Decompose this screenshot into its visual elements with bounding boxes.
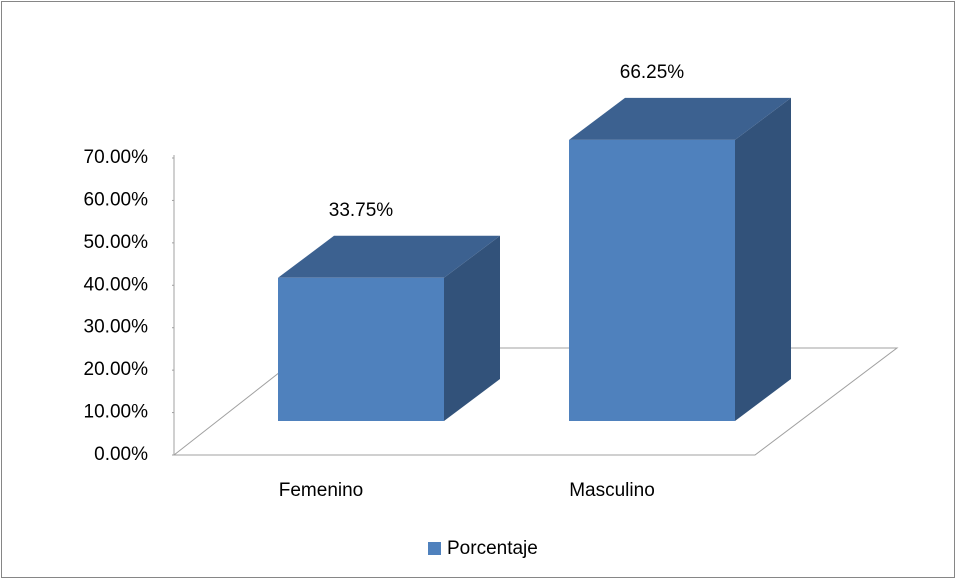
bar (278, 277, 444, 421)
x-tick-label: Femenino (279, 480, 364, 501)
x-tick-label: Masculino (569, 480, 655, 501)
data-label: 66.25% (620, 62, 685, 83)
bar (569, 139, 735, 422)
y-tick-label: 70.00% (84, 147, 149, 168)
y-tick-label: 40.00% (84, 274, 149, 295)
y-tick-label: 60.00% (84, 189, 149, 210)
bar-side (444, 235, 500, 421)
bar-top (278, 235, 500, 278)
y-tick-label: 20.00% (84, 359, 149, 380)
y-tick-label: 0.00% (94, 444, 148, 465)
bar-side (735, 97, 791, 422)
legend-swatch (428, 542, 441, 555)
bar-top (569, 97, 791, 140)
data-label: 33.75% (329, 200, 394, 221)
y-tick-label: 30.00% (84, 317, 149, 338)
y-tick-label: 10.00% (84, 402, 149, 423)
legend-label: Porcentaje (447, 538, 538, 559)
floor-edge (173, 371, 281, 456)
y-tick-label: 50.00% (84, 232, 149, 253)
